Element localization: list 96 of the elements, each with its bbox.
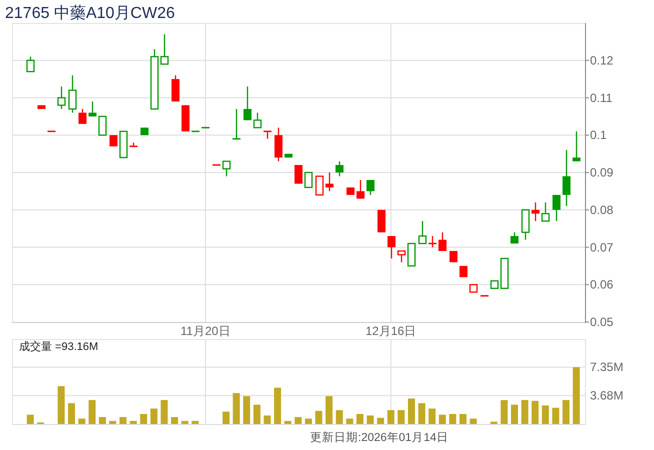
candlestick (378, 209, 386, 233)
candlestick (532, 202, 540, 222)
candlestick (418, 220, 427, 244)
bar (521, 400, 528, 424)
bar (120, 417, 127, 424)
bar (304, 418, 312, 424)
bar (387, 410, 394, 424)
bar (346, 418, 354, 424)
candlestick (572, 130, 580, 162)
candlestick (160, 34, 169, 65)
bar (336, 410, 343, 424)
candlestick (356, 179, 364, 200)
bar (140, 414, 148, 424)
candlestick (315, 176, 324, 196)
y-tick-label: 3.68M (590, 388, 624, 403)
bar (150, 408, 158, 424)
bar (26, 414, 34, 424)
bar (562, 400, 570, 424)
y-tick-label: 0.06 (590, 278, 614, 292)
bar (428, 408, 436, 424)
bar (68, 403, 76, 424)
candlestick (222, 160, 231, 177)
candlestick (57, 86, 66, 110)
bar (264, 416, 271, 424)
y-tick-label: 7.35M (590, 360, 624, 374)
bar (542, 405, 549, 424)
y-tick-label: 0.11 (590, 90, 613, 105)
candlestick (98, 116, 107, 136)
candlestick (110, 134, 118, 147)
bar (232, 393, 240, 424)
y-tick-label: 0.1 (590, 128, 608, 142)
bar (192, 420, 199, 424)
candlestick (438, 232, 446, 252)
candlestick (366, 179, 374, 196)
candlestick (253, 112, 262, 128)
text: 更新日期:2026年01月14日 (310, 430, 448, 444)
candlestick (26, 56, 35, 72)
bar (398, 410, 405, 424)
candlestick (172, 74, 180, 102)
candlestick (294, 164, 302, 184)
x-tick-label: 11月20日 (180, 324, 230, 338)
candlestick (304, 172, 313, 188)
candlestick (232, 108, 242, 140)
candlestick (336, 160, 344, 177)
bar (130, 420, 137, 424)
chart-title: 21765 中藥A10月CW26 (5, 4, 175, 22)
bar (160, 400, 168, 424)
candlestick (88, 100, 96, 118)
bar (243, 396, 250, 424)
bar (58, 386, 65, 424)
bar (408, 398, 415, 424)
bar (532, 400, 539, 424)
bar (315, 410, 322, 424)
bar (449, 414, 456, 424)
bar (109, 420, 116, 424)
candlestick (68, 74, 77, 114)
bar (78, 418, 86, 424)
bar (552, 408, 560, 424)
bar (171, 417, 178, 424)
bar (294, 417, 302, 424)
y-tick-label: 0.07 (590, 240, 614, 254)
bar (459, 414, 466, 424)
candlestick (552, 194, 560, 222)
bar (470, 418, 477, 424)
chart-title: 成交量 =93.16M (19, 340, 98, 353)
y-tick-label: 0.08 (590, 202, 614, 217)
bar (274, 388, 282, 424)
bar (98, 417, 106, 424)
y-tick-label: 0.12 (590, 53, 614, 68)
candlestick (541, 202, 550, 222)
candlestick (326, 172, 334, 192)
bar (572, 367, 580, 424)
bar (438, 414, 446, 424)
bar (366, 416, 374, 424)
candlestick (388, 235, 396, 260)
bar (181, 420, 188, 424)
bar (510, 404, 518, 424)
candlestick (521, 209, 530, 240)
candlestick (397, 250, 406, 263)
bar (500, 400, 508, 424)
bar (418, 403, 426, 424)
bar (222, 412, 230, 424)
candlestick (78, 108, 86, 125)
bar (356, 414, 364, 424)
y-tick-label: 0.05 (590, 315, 614, 329)
bar (253, 404, 260, 424)
candlestick (244, 86, 252, 121)
bar (88, 400, 96, 424)
x-tick-label: 12月16日 (366, 324, 416, 338)
candlestick (407, 242, 416, 267)
bar (377, 418, 384, 424)
bar (284, 420, 292, 424)
y-tick-label: 0.09 (590, 166, 614, 180)
candlestick (274, 127, 282, 162)
bar (326, 396, 333, 424)
candlestick (562, 149, 570, 207)
